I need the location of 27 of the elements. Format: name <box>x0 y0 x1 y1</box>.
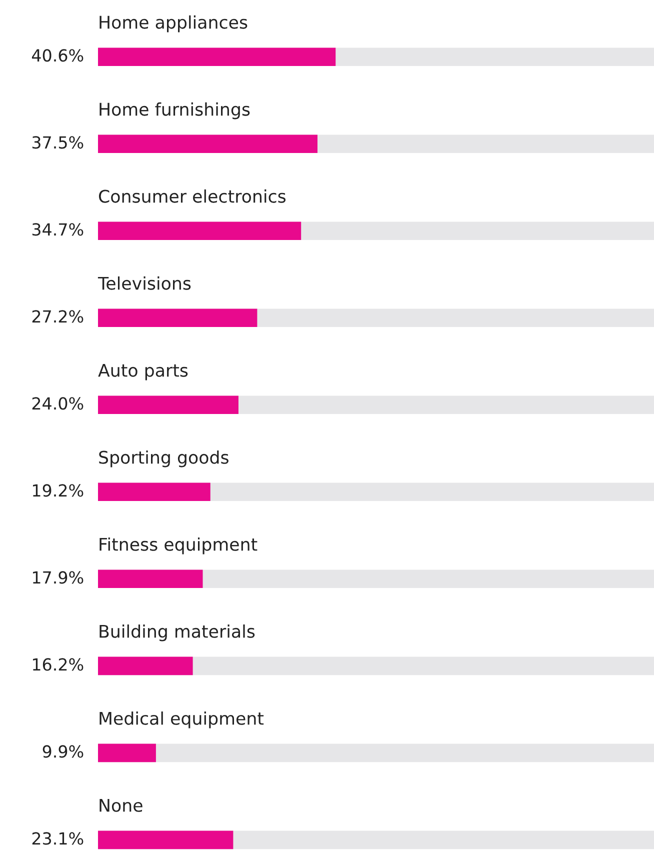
bar <box>98 744 156 762</box>
data-label: 24.0% <box>32 397 84 410</box>
y-tick-label: Sporting goods <box>99 450 228 468</box>
y-tick-label: Televisions <box>98 276 191 290</box>
y-tick-label: Home appliances <box>100 15 248 32</box>
data-label: 37.5% <box>32 136 84 149</box>
y-tick-label: Building materials <box>100 624 255 642</box>
data-label: 16.2% <box>32 658 84 671</box>
bar <box>98 482 210 502</box>
y-tick-label: Fitness equipment <box>100 537 258 554</box>
data-label: 23.1% <box>32 832 84 845</box>
data-label: 34.7% <box>32 223 84 236</box>
bar <box>98 570 203 588</box>
data-label: 19.2% <box>32 484 84 497</box>
bar <box>98 656 193 676</box>
y-tick-label: None <box>100 799 142 812</box>
data-label: 40.6% <box>32 49 84 62</box>
data-label: 9.9% <box>42 745 84 758</box>
bar <box>98 308 258 328</box>
y-tick-label: Home furnishings <box>100 102 250 120</box>
data-label: 27.2% <box>32 310 84 323</box>
y-tick-label: Consumer electronics <box>98 189 286 203</box>
y-tick-label: Auto parts <box>98 364 188 380</box>
data-label: 17.9% <box>32 571 84 584</box>
bar <box>98 396 238 414</box>
bar <box>98 830 234 850</box>
y-tick-label: Medical equipment <box>100 711 264 728</box>
